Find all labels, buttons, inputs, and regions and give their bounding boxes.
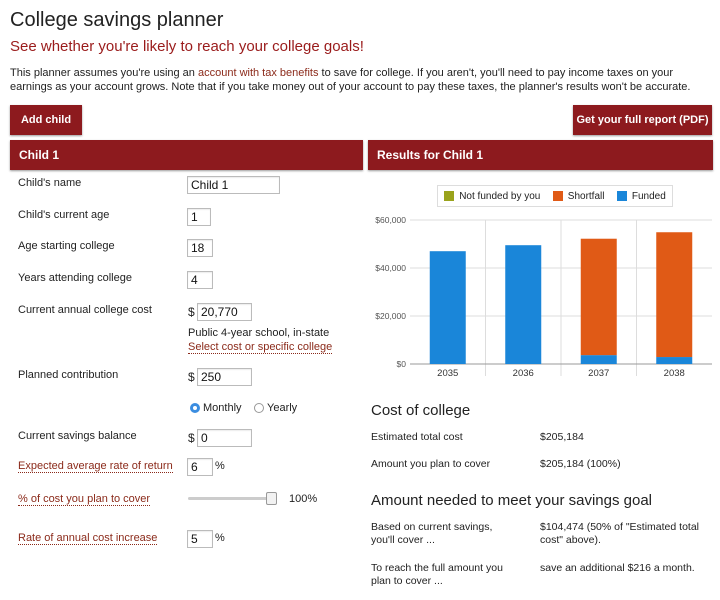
cost-of-college-heading: Cost of college [371, 402, 471, 419]
bar-funded [429, 251, 466, 364]
percent-suffix: % [215, 532, 225, 544]
current-cover-value: $104,474 (50% of "Estimated total cost" a… [540, 521, 699, 547]
x-tick-label: 2035 [437, 368, 458, 379]
plan-cover-value: $205,184 (100%) [540, 458, 621, 470]
radio-selected-icon [190, 403, 200, 413]
legend-swatch [444, 191, 455, 201]
college-cost-label: Current annual college cost [18, 304, 152, 316]
x-tick-label: 2036 [513, 368, 534, 379]
legend-shortfall: Shortfall [552, 190, 605, 202]
yearly-label: Yearly [267, 402, 298, 414]
y-tick-label: $60,000 [375, 215, 406, 225]
savings-goal-heading: Amount needed to meet your savings goal [371, 492, 653, 509]
start-age-label: Age starting college [18, 240, 115, 252]
full-report-button[interactable]: Get your full report (PDF) [573, 105, 712, 135]
cost-increase-link[interactable]: Rate of annual cost increase [18, 532, 158, 545]
currency-prefix: $ [188, 370, 195, 384]
estimated-cost-value: $205,184 [540, 431, 584, 443]
cover-slider-track[interactable] [188, 497, 274, 500]
results-bar-chart: $0 $20,000 $40,000 $60,000 2035 2036 2037 2038 [375, 215, 712, 379]
estimated-cost-label: Estimated total cost [371, 431, 463, 443]
child-panel-header: Child 1 [10, 140, 363, 170]
reach-full-label-line2: plan to cover ... [371, 575, 443, 587]
yearly-radio[interactable]: Yearly [254, 402, 297, 414]
rate-of-return-input[interactable] [187, 458, 213, 476]
legend-swatch [552, 191, 563, 201]
cost-cover-link[interactable]: % of cost you plan to cover [18, 493, 151, 506]
x-tick-label: 2038 [664, 368, 685, 379]
currency-prefix: $ [188, 305, 195, 319]
x-tick-label: 2037 [588, 368, 609, 379]
legend-swatch [616, 191, 627, 201]
start-age-input[interactable] [187, 239, 213, 257]
cost-note: Public 4-year school, in-state [188, 327, 330, 339]
bar-funded [656, 357, 693, 364]
reach-full-label-line1: To reach the full amount you [371, 562, 503, 574]
rate-of-return-link[interactable]: Expected average rate of return [18, 460, 173, 473]
y-tick-label: $0 [397, 359, 407, 369]
current-cover-label-line2: you'll cover ... [371, 534, 435, 546]
years-attending-input[interactable] [187, 271, 213, 289]
bar-funded [505, 245, 542, 364]
cover-value: 100% [289, 493, 318, 505]
intro-before: This planner assumes you're using an [10, 67, 198, 79]
legend-label: Not funded by you [459, 190, 541, 202]
bar-shortfall [580, 238, 617, 356]
contribution-input[interactable] [197, 368, 252, 386]
reach-full-label: To reach the full amount you plan to cove… [371, 562, 503, 588]
add-child-button[interactable]: Add child [10, 105, 82, 135]
current-cover-value-line2: cost" above). [540, 534, 601, 546]
reach-full-value: save an additional $216 a month. [540, 562, 695, 574]
monthly-label: Monthly [203, 402, 242, 414]
select-cost-link[interactable]: Select cost or specific college [188, 341, 333, 354]
percent-suffix: % [215, 460, 225, 472]
contribution-label: Planned contribution [18, 369, 119, 381]
chart-legend: Not funded by you Shortfall Funded [437, 185, 673, 207]
page-subtitle: See whether you're likely to reach your … [10, 38, 364, 55]
savings-balance-label: Current savings balance [18, 430, 137, 442]
plan-cover-label: Amount you plan to cover [371, 458, 491, 470]
college-cost-input[interactable] [197, 303, 252, 321]
y-tick-label: $40,000 [375, 263, 406, 273]
y-tick-label: $20,000 [375, 311, 406, 321]
current-age-label: Child's current age [18, 209, 110, 221]
legend-funded: Funded [616, 190, 666, 202]
child-name-label: Child's name [18, 177, 82, 189]
monthly-radio[interactable]: Monthly [190, 402, 242, 414]
current-cover-label-line1: Based on current savings, [371, 521, 493, 533]
results-panel-header: Results for Child 1 [368, 140, 713, 170]
cost-increase-input[interactable] [187, 530, 213, 548]
intro-after: to save for college. If you aren't, you'… [10, 67, 691, 93]
current-cover-label: Based on current savings, you'll cover ..… [371, 521, 492, 547]
years-attending-label: Years attending college [18, 272, 132, 284]
legend-label: Shortfall [567, 190, 605, 202]
tax-benefits-link[interactable]: account with tax benefits [197, 67, 319, 79]
legend-label: Funded [631, 190, 666, 202]
bar-funded [580, 355, 617, 364]
cover-slider-handle[interactable] [266, 492, 277, 505]
page-title: College savings planner [10, 9, 224, 31]
child-name-input[interactable] [187, 176, 280, 194]
current-cover-value-line1: $104,474 (50% of "Estimated total [540, 521, 699, 533]
intro-text: This planner assumes you're using an acc… [10, 66, 710, 94]
savings-balance-input[interactable] [197, 429, 252, 447]
legend-not-funded: Not funded by you [444, 191, 540, 202]
bar-shortfall [656, 232, 693, 358]
currency-prefix: $ [188, 431, 195, 445]
radio-unselected-icon [254, 403, 264, 413]
current-age-input[interactable] [187, 208, 211, 226]
